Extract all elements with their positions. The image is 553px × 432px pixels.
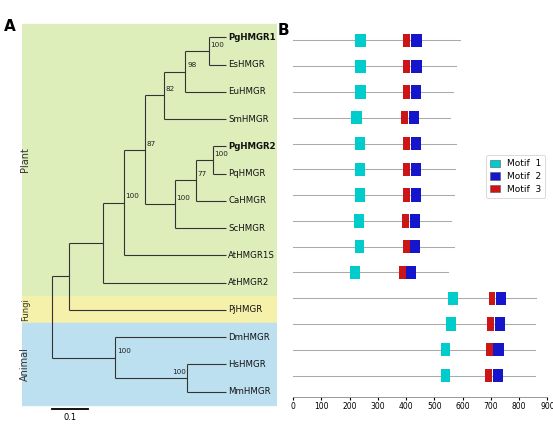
Bar — [448, 292, 457, 305]
Bar — [354, 137, 365, 150]
Bar — [410, 214, 420, 228]
Text: ScHMGR: ScHMGR — [228, 224, 265, 233]
Bar — [495, 317, 505, 330]
Bar — [496, 292, 507, 305]
Text: 100: 100 — [176, 195, 190, 201]
Text: 82: 82 — [166, 86, 175, 92]
Bar — [402, 214, 409, 228]
Bar — [410, 240, 420, 253]
Bar — [354, 162, 365, 176]
Bar — [403, 137, 410, 150]
Bar — [403, 188, 410, 202]
Bar — [441, 369, 450, 382]
Text: A: A — [4, 19, 16, 34]
Bar — [403, 34, 410, 47]
Bar — [406, 266, 416, 279]
Text: MmHMGR: MmHMGR — [228, 387, 271, 396]
Text: 98: 98 — [187, 62, 196, 68]
Legend: Motif  1, Motif  2, Motif  3: Motif 1, Motif 2, Motif 3 — [486, 155, 545, 198]
Text: AtHMGR1S: AtHMGR1S — [228, 251, 275, 260]
Bar — [411, 86, 421, 99]
Bar — [351, 111, 362, 124]
Text: DmHMGR: DmHMGR — [228, 333, 270, 342]
Text: EuHMGR: EuHMGR — [228, 87, 266, 96]
Text: PgHMGR1: PgHMGR1 — [228, 33, 276, 42]
Bar — [403, 240, 410, 253]
Bar — [22, 24, 276, 296]
Bar — [487, 317, 494, 330]
Bar — [411, 34, 422, 47]
Bar — [489, 292, 495, 305]
Text: AtHMGR2: AtHMGR2 — [228, 278, 269, 287]
Bar — [446, 317, 456, 330]
Text: 77: 77 — [197, 171, 207, 177]
Text: 100: 100 — [210, 42, 224, 48]
Text: CaHMGR: CaHMGR — [228, 197, 266, 205]
Text: PgHMGR2: PgHMGR2 — [228, 142, 276, 151]
Text: 87: 87 — [147, 140, 156, 146]
Text: B: B — [278, 23, 289, 38]
Bar — [354, 188, 365, 202]
Text: HsHMGR: HsHMGR — [228, 360, 266, 369]
Bar — [493, 343, 504, 356]
Bar — [493, 369, 503, 382]
Text: 100: 100 — [117, 348, 131, 354]
Bar — [399, 266, 405, 279]
Text: PqHMGR: PqHMGR — [228, 169, 265, 178]
Bar — [441, 343, 450, 356]
Text: 100: 100 — [215, 151, 228, 157]
Bar — [411, 137, 421, 150]
Bar — [486, 343, 493, 356]
Text: PjHMGR: PjHMGR — [228, 305, 263, 314]
Bar — [411, 162, 421, 176]
Bar — [349, 266, 359, 279]
Text: Animal: Animal — [20, 347, 30, 381]
Text: Plant: Plant — [20, 148, 30, 172]
Bar — [354, 240, 364, 253]
Bar — [403, 162, 410, 176]
Bar — [403, 86, 410, 99]
Bar — [22, 324, 276, 405]
Text: Fungi: Fungi — [21, 299, 30, 321]
Bar — [409, 111, 419, 124]
Text: 0.1: 0.1 — [63, 413, 76, 422]
Bar — [411, 188, 421, 202]
Text: EsHMGR: EsHMGR — [228, 60, 265, 69]
Text: 100: 100 — [173, 368, 186, 375]
Bar — [22, 296, 276, 324]
Bar — [355, 34, 366, 47]
Bar — [354, 214, 364, 228]
Text: 100: 100 — [126, 194, 139, 199]
Bar — [403, 60, 410, 73]
Bar — [355, 86, 366, 99]
Bar — [411, 60, 422, 73]
Bar — [401, 111, 408, 124]
Bar — [355, 60, 366, 73]
Text: SmHMGR: SmHMGR — [228, 114, 269, 124]
Bar — [486, 369, 492, 382]
